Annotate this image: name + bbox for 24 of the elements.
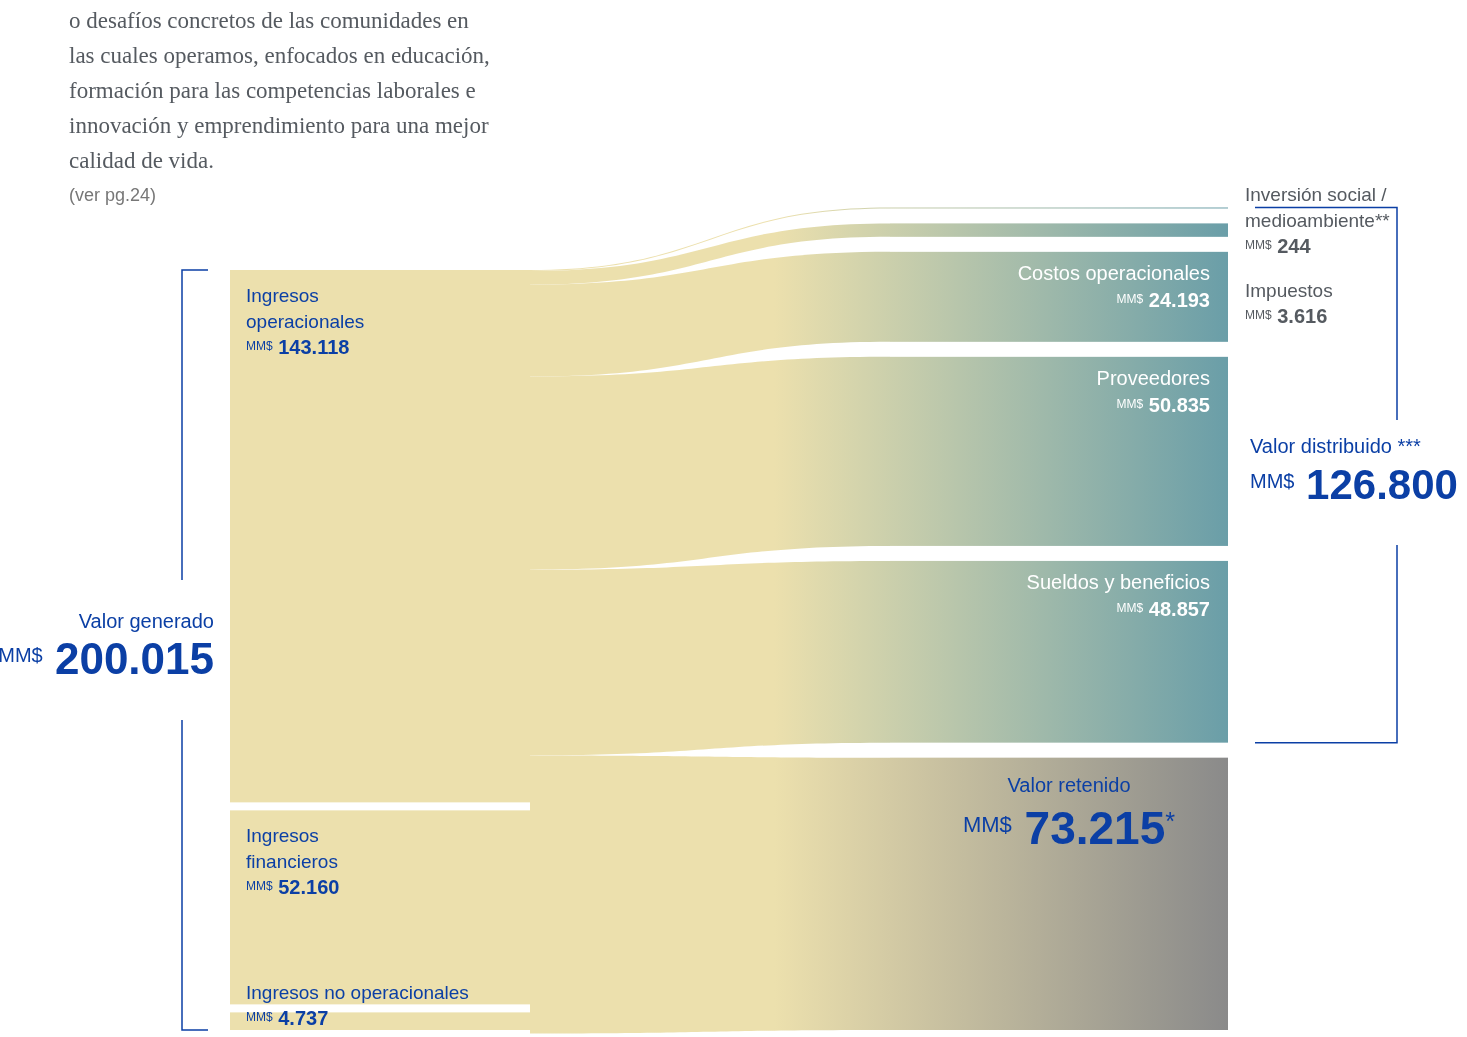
data-label: $^{MM$}$ 52.160: [246, 876, 340, 899]
category-label: Ingresos financieros: [246, 825, 338, 873]
category-label: Costos operacionales: [1017, 261, 1210, 284]
text: $^{MM$}$ 126.800: [1250, 461, 1458, 509]
category-label: Proveedores: [1096, 366, 1210, 389]
text: Valor distribuido ***: [1250, 435, 1422, 458]
category-label: Sueldos y beneficios: [1026, 570, 1210, 593]
category-label: Inversión social / medioambiente**: [1245, 184, 1391, 232]
data-label: $^{MM$}$ 3.616: [1245, 305, 1328, 328]
data-label: $^{MM$}$ 244: [1245, 235, 1312, 258]
category-label: Ingresos no operacionales: [246, 982, 469, 1003]
text: (ver pg.24): [69, 185, 157, 205]
data-label: $^{MM$}$ 4.737: [246, 1007, 329, 1029]
text: Valor generado: [78, 610, 214, 632]
data-label: $^{MM$}$ 50.835: [1116, 393, 1210, 416]
category-label: Ingresos operacionales: [246, 285, 365, 332]
category-label: Impuestos: [1245, 280, 1333, 302]
category-label: Valor retenido: [1007, 773, 1131, 796]
data-label: $^{MM$}$ 24.193: [1116, 288, 1210, 311]
data-label: $^{MM$}$ 48.857: [1116, 597, 1210, 620]
text: o desafíos concretos de las comunidades en las cuales operamos, enfocados en educación, formación para las competencias laborales e innovación y emprendimiento para una mejor calidad de vida.: [69, 8, 490, 173]
data-label: $^{MM$}$ 73.215$^{*}$: [962, 801, 1176, 854]
text: $^{MM$}$ 200.015: [0, 634, 214, 683]
data-label: $^{MM$}$ 143.118: [246, 336, 350, 358]
